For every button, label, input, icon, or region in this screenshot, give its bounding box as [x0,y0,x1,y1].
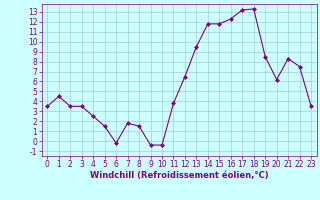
X-axis label: Windchill (Refroidissement éolien,°C): Windchill (Refroidissement éolien,°C) [90,171,268,180]
